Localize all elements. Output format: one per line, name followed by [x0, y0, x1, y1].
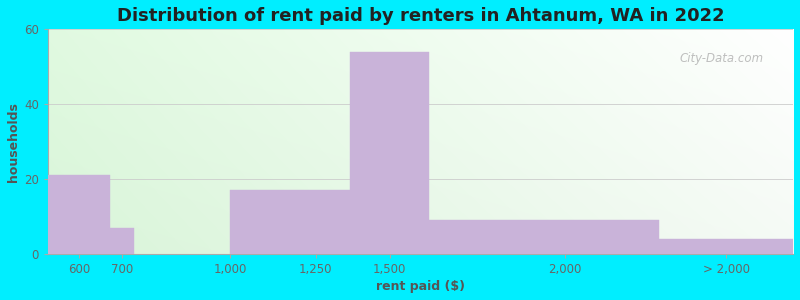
Bar	[230, 190, 350, 254]
Title: Distribution of rent paid by renters in Ahtanum, WA in 2022: Distribution of rent paid by renters in …	[117, 7, 724, 25]
Bar	[350, 52, 429, 254]
Bar	[659, 239, 793, 254]
Bar	[48, 175, 110, 254]
X-axis label: rent paid ($): rent paid ($)	[376, 280, 465, 293]
Text: City-Data.com: City-Data.com	[679, 52, 763, 65]
Y-axis label: households: households	[7, 102, 20, 182]
Bar	[110, 228, 134, 254]
Bar	[429, 220, 659, 254]
